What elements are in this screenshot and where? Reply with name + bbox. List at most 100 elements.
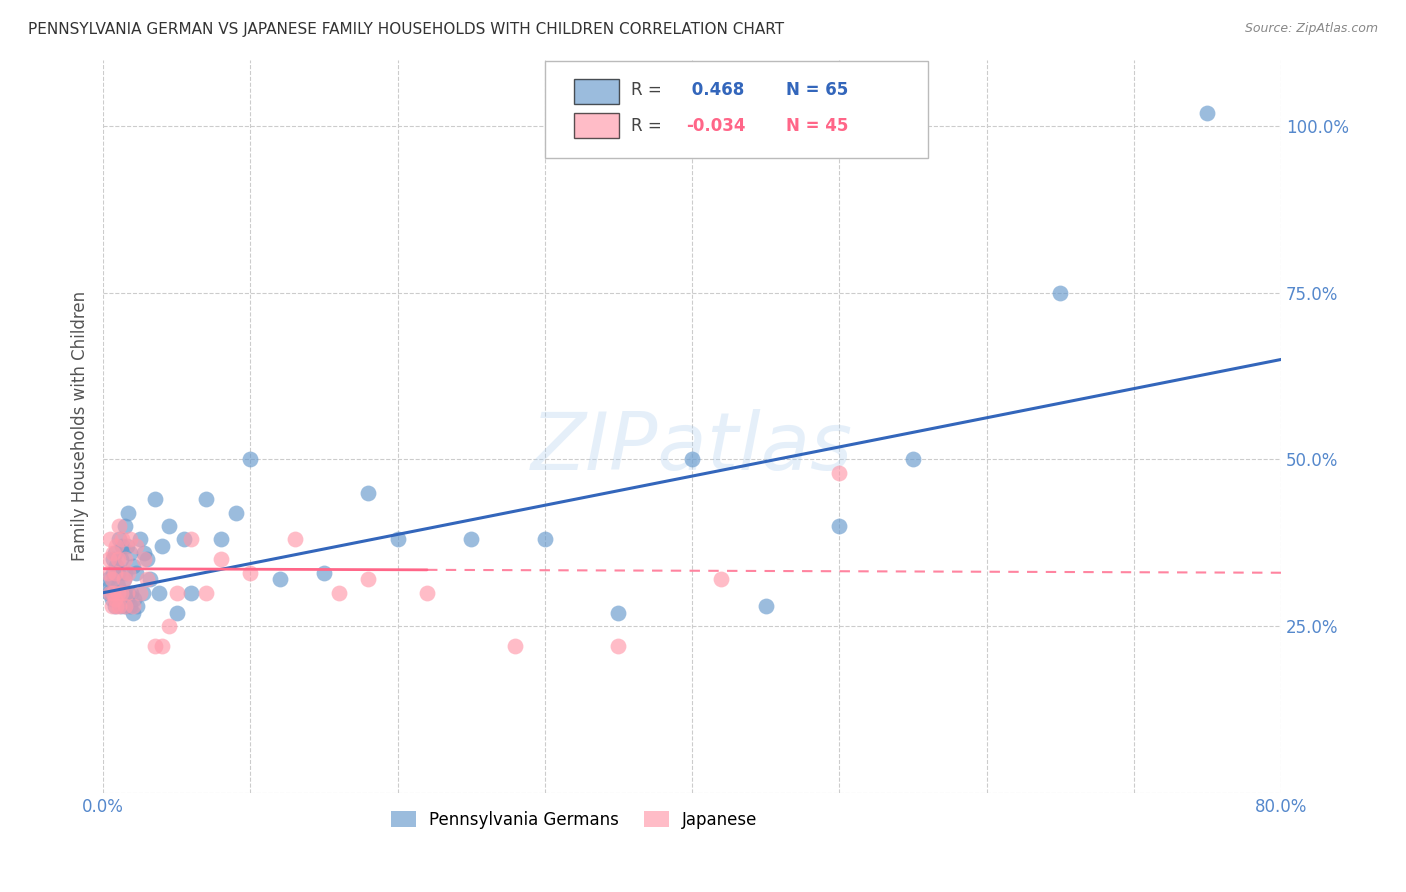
Point xyxy=(105,599,128,613)
Point xyxy=(115,585,138,599)
Point xyxy=(120,585,142,599)
Point xyxy=(828,466,851,480)
Point xyxy=(121,606,143,620)
Point xyxy=(157,519,180,533)
Point xyxy=(114,599,136,613)
Point xyxy=(607,606,630,620)
Text: -0.034: -0.034 xyxy=(686,117,745,135)
Point xyxy=(104,566,127,580)
Point xyxy=(115,592,138,607)
Point xyxy=(136,573,159,587)
Point xyxy=(107,592,129,607)
Point xyxy=(173,533,195,547)
Point xyxy=(101,599,124,613)
Point xyxy=(387,533,409,547)
Point xyxy=(105,539,128,553)
Point xyxy=(124,539,146,553)
Point xyxy=(111,592,134,607)
Point xyxy=(710,573,733,587)
Point xyxy=(122,592,145,607)
Point xyxy=(115,539,138,553)
Point xyxy=(105,585,128,599)
Point xyxy=(104,592,127,607)
Point xyxy=(112,585,135,599)
Point xyxy=(110,599,132,613)
Point xyxy=(114,566,136,580)
Point xyxy=(134,546,156,560)
Point xyxy=(111,533,134,547)
Point xyxy=(118,599,141,613)
Point xyxy=(108,533,131,547)
Point xyxy=(118,533,141,547)
Text: N = 65: N = 65 xyxy=(786,81,848,99)
Point xyxy=(150,639,173,653)
Point xyxy=(239,452,262,467)
Text: 0.468: 0.468 xyxy=(686,81,744,99)
Point xyxy=(107,585,129,599)
Point xyxy=(114,552,136,566)
Point xyxy=(117,566,139,580)
Point xyxy=(125,599,148,613)
Point xyxy=(96,566,118,580)
Point xyxy=(101,592,124,607)
Point xyxy=(100,533,122,547)
Point xyxy=(209,552,232,566)
Point xyxy=(103,552,125,566)
FancyBboxPatch shape xyxy=(574,78,619,103)
Point xyxy=(111,539,134,553)
Point xyxy=(681,452,703,467)
Point xyxy=(180,533,202,547)
Point xyxy=(121,599,143,613)
Point xyxy=(239,566,262,580)
Point xyxy=(129,585,152,599)
Point xyxy=(104,546,127,560)
Point xyxy=(112,573,135,587)
Point xyxy=(103,585,125,599)
Point xyxy=(104,599,127,613)
Point xyxy=(100,579,122,593)
Point xyxy=(110,585,132,599)
Point xyxy=(195,585,218,599)
Point xyxy=(117,506,139,520)
FancyBboxPatch shape xyxy=(574,113,619,138)
Text: N = 45: N = 45 xyxy=(786,117,849,135)
Point xyxy=(108,519,131,533)
Point xyxy=(505,639,527,653)
Point xyxy=(312,566,335,580)
Point xyxy=(108,599,131,613)
Point xyxy=(110,552,132,566)
Point xyxy=(1197,106,1219,120)
Point xyxy=(118,546,141,560)
Point xyxy=(143,492,166,507)
Point xyxy=(195,492,218,507)
Point xyxy=(166,606,188,620)
Text: R =: R = xyxy=(631,117,662,135)
Point xyxy=(129,533,152,547)
Point xyxy=(460,533,482,547)
Point xyxy=(157,619,180,633)
Point xyxy=(114,599,136,613)
Point xyxy=(107,579,129,593)
Point xyxy=(98,552,121,566)
Point xyxy=(124,566,146,580)
Point xyxy=(607,639,630,653)
Point xyxy=(225,506,247,520)
Point xyxy=(112,573,135,587)
Point xyxy=(103,546,125,560)
Point xyxy=(98,585,121,599)
Point xyxy=(100,585,122,599)
Point xyxy=(117,585,139,599)
Legend: Pennsylvania Germans, Japanese: Pennsylvania Germans, Japanese xyxy=(384,805,765,836)
Point xyxy=(114,519,136,533)
Text: ZIPatlas: ZIPatlas xyxy=(531,409,853,487)
Point xyxy=(357,485,380,500)
Point xyxy=(283,533,305,547)
Point xyxy=(328,585,350,599)
Point xyxy=(136,552,159,566)
Point xyxy=(416,585,439,599)
Point xyxy=(96,573,118,587)
Point xyxy=(209,533,232,547)
Point xyxy=(121,559,143,574)
Point xyxy=(1049,285,1071,300)
Point xyxy=(103,566,125,580)
